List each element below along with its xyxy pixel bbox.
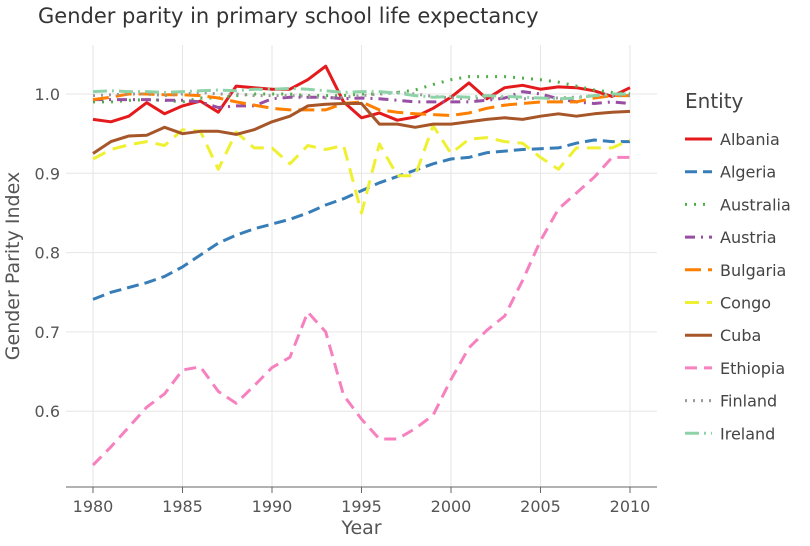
x-axis-label: Year	[340, 517, 381, 539]
legend-item: Congo	[720, 294, 771, 313]
series-line-congo	[92, 124, 631, 215]
series-line-cuba	[92, 102, 631, 155]
series-line-ireland	[92, 86, 630, 101]
series-line-ethiopia	[91, 155, 630, 467]
legend-item: Ethiopia	[720, 359, 785, 378]
series-line-albania	[92, 64, 631, 124]
series-line-algeria	[92, 138, 630, 301]
x-tick-label: 2005	[520, 497, 561, 516]
y-tick-label: 1.0	[35, 85, 60, 104]
legend-item: Ireland	[720, 424, 775, 443]
x-tick-label: 2000	[431, 497, 472, 516]
chart-title: Gender parity in primary school life exp…	[38, 4, 539, 28]
legend-item: Albania	[720, 130, 780, 149]
y-tick-label: 0.6	[35, 402, 60, 421]
y-tick-label: 0.8	[35, 244, 60, 263]
legend-item: Finland	[720, 392, 777, 411]
legend-title: Entity	[685, 89, 744, 113]
legend-item: Cuba	[720, 326, 761, 345]
x-tick-label: 1990	[252, 497, 293, 516]
x-tick-label: 1985	[162, 497, 203, 516]
x-tick-label: 1980	[73, 497, 114, 516]
legend-item: Australia	[720, 195, 791, 214]
y-tick-label: 0.7	[35, 323, 60, 342]
legend-item: Bulgaria	[720, 261, 786, 280]
y-tick-label: 0.9	[35, 164, 60, 183]
legend-item: Algeria	[720, 163, 776, 182]
x-tick-label: 2010	[610, 497, 651, 516]
series-line-austria	[93, 90, 631, 109]
legend-item: Austria	[720, 228, 777, 247]
y-axis-label: Gender Parity Index	[2, 172, 24, 360]
x-tick-label: 1995	[341, 497, 382, 516]
series-line-australia	[93, 75, 631, 104]
